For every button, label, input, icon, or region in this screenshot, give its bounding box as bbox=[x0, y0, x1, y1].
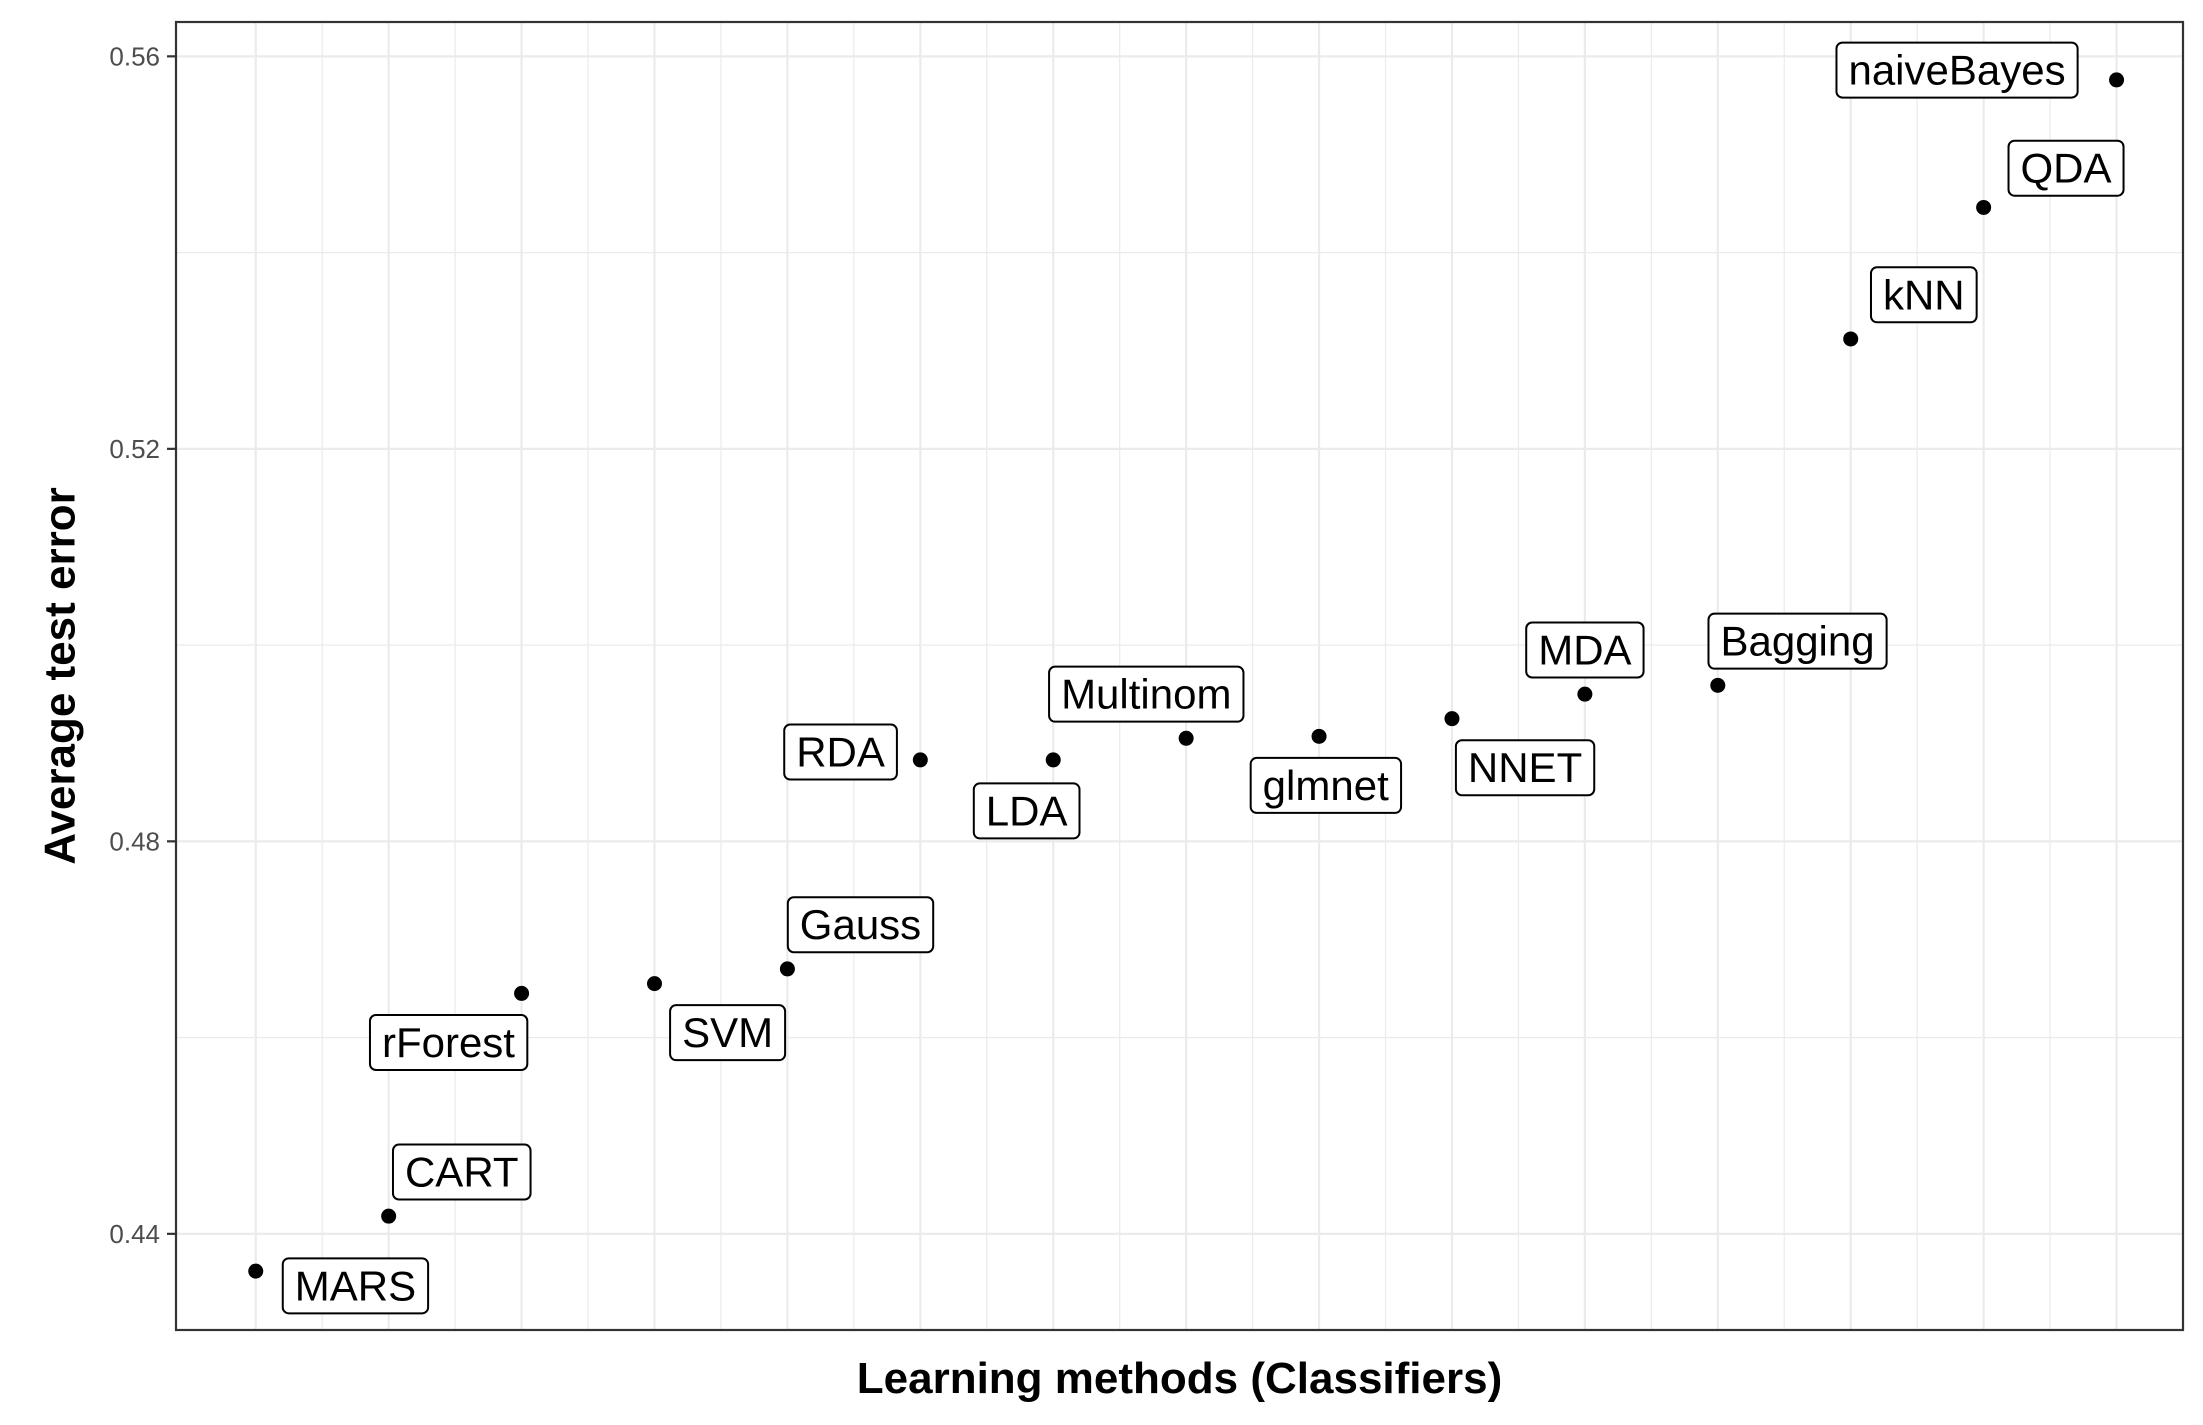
point-label: Bagging bbox=[1707, 612, 1888, 670]
point-label-text: Multinom bbox=[1061, 671, 1231, 718]
point-label: RDA bbox=[783, 723, 898, 781]
y-tick-label: 0.52 bbox=[109, 434, 160, 464]
data-point bbox=[1444, 711, 1460, 727]
grid-lines bbox=[176, 22, 2183, 1330]
point-label-box bbox=[1525, 621, 1645, 679]
point-label: rForest bbox=[368, 1013, 529, 1071]
point-label-box bbox=[669, 1004, 787, 1062]
data-point bbox=[1178, 730, 1194, 746]
point-label-text: RDA bbox=[796, 729, 885, 776]
point-label-text: NNET bbox=[1468, 744, 1582, 791]
point-label: QDA bbox=[2007, 139, 2125, 197]
data-point bbox=[1311, 728, 1327, 744]
point-label-text: QDA bbox=[2021, 145, 2112, 192]
point-label: LDA bbox=[972, 782, 1081, 840]
point-label: glmnet bbox=[1249, 756, 1403, 814]
y-axis-ticks: 0.44 0.48 0.52 0.56 bbox=[109, 41, 176, 1249]
point-label-box bbox=[2007, 139, 2125, 197]
point-label-box bbox=[368, 1013, 529, 1071]
data-point bbox=[1577, 686, 1593, 702]
point-labels: MARS CART rForest SVM Gauss RDA LDA Multinom glm… bbox=[281, 41, 2125, 1315]
point-label-text: LDA bbox=[986, 787, 1068, 834]
data-point bbox=[248, 1263, 264, 1279]
point-label-box bbox=[786, 896, 935, 954]
data-point bbox=[514, 985, 530, 1001]
point-label-box bbox=[1454, 739, 1596, 797]
point-label-box bbox=[1869, 266, 1978, 324]
point-label-text: Gauss bbox=[800, 901, 921, 948]
point-label-text: kNN bbox=[1883, 271, 1965, 318]
point-label: Gauss bbox=[786, 896, 935, 954]
point-label-text: rForest bbox=[382, 1019, 515, 1066]
point-label: MDA bbox=[1525, 621, 1645, 679]
point-label: kNN bbox=[1869, 266, 1978, 324]
data-point bbox=[646, 976, 662, 992]
point-label: NNET bbox=[1454, 739, 1596, 797]
point-label: MARS bbox=[281, 1257, 430, 1315]
point-label: CART bbox=[391, 1143, 532, 1201]
data-point bbox=[1045, 752, 1061, 768]
data-point bbox=[381, 1208, 397, 1224]
point-label: Multinom bbox=[1048, 665, 1245, 723]
y-axis-title: Average test error bbox=[36, 487, 85, 864]
point-label-text: glmnet bbox=[1263, 762, 1389, 809]
data-point bbox=[2109, 72, 2125, 88]
data-point bbox=[1976, 199, 1992, 215]
point-label-box bbox=[1048, 665, 1245, 723]
point-label-text: MARS bbox=[295, 1262, 416, 1309]
panel-border bbox=[174, 20, 2185, 1332]
data-point bbox=[1843, 331, 1859, 347]
point-label-box bbox=[1835, 41, 2079, 99]
point-label-text: Bagging bbox=[1720, 618, 1874, 665]
point-label-text: naiveBayes bbox=[1848, 47, 2065, 94]
data-point bbox=[912, 752, 928, 768]
y-tick-label: 0.56 bbox=[109, 41, 160, 71]
point-label-box bbox=[1707, 612, 1888, 670]
point-label-text: MDA bbox=[1538, 626, 1631, 673]
point-label-box bbox=[281, 1257, 430, 1315]
point-label-box bbox=[391, 1143, 532, 1201]
point-label: SVM bbox=[669, 1004, 787, 1062]
data-points bbox=[248, 72, 2125, 1279]
y-tick-label: 0.44 bbox=[109, 1219, 160, 1249]
point-label-box bbox=[972, 782, 1081, 840]
point-label-box bbox=[783, 723, 898, 781]
data-point bbox=[779, 961, 795, 977]
data-point bbox=[1710, 677, 1726, 693]
point-label-text: CART bbox=[405, 1149, 519, 1196]
point-label-text: SVM bbox=[682, 1009, 773, 1056]
y-tick-label: 0.48 bbox=[109, 826, 160, 856]
point-label-box bbox=[1249, 756, 1403, 814]
point-label: naiveBayes bbox=[1835, 41, 2079, 99]
x-axis-title: Learning methods (Classifiers) bbox=[857, 1354, 1502, 1403]
